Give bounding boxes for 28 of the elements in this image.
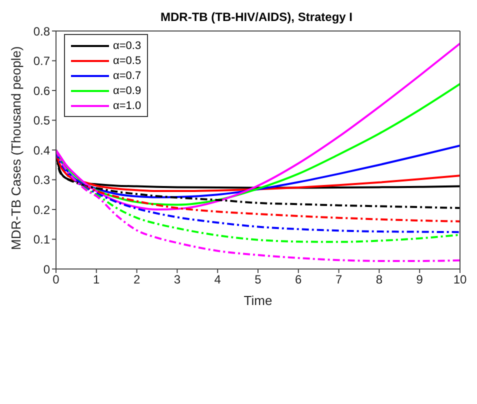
- x-tick-label: 9: [416, 272, 424, 287]
- y-tick-label: 0.3: [33, 173, 50, 188]
- x-tick-label: 0: [52, 272, 60, 287]
- y-tick-label: 0: [43, 262, 50, 276]
- legend-label: α=0.5: [113, 54, 142, 66]
- legend-label: α=0.3: [113, 40, 142, 52]
- y-tick-label: 0.5: [33, 114, 50, 128]
- x-tick-label: 8: [376, 272, 383, 287]
- chart-title: MDR-TB (TB-HIV/AIDS), Strategy I: [160, 10, 354, 24]
- legend-label: α=1.0: [113, 100, 142, 112]
- x-axis-title: Time: [244, 293, 272, 308]
- x-tick-label: 6: [295, 272, 302, 287]
- x-tick-label: 2: [133, 272, 140, 287]
- x-tick-label: 1: [93, 272, 100, 287]
- y-tick-label: 0.1: [33, 232, 50, 247]
- legend-label: α=0.9: [113, 84, 142, 96]
- x-tick-label: 5: [254, 272, 262, 287]
- y-tick-label: 0.8: [33, 24, 50, 38]
- y-tick-label: 0.2: [33, 202, 50, 217]
- y-tick-label: 0.7: [33, 54, 50, 68]
- legend-label: α=0.7: [113, 70, 142, 82]
- x-tick-label: 10: [453, 272, 467, 287]
- y-axis-title: MDR-TB Cases (Thousand people): [8, 46, 24, 250]
- x-tick-label: 3: [174, 272, 181, 287]
- y-tick-label: 0.4: [33, 143, 50, 158]
- x-tick-label: 4: [214, 272, 222, 287]
- x-tick-label: 7: [335, 272, 342, 287]
- y-tick-label: 0.6: [33, 84, 50, 98]
